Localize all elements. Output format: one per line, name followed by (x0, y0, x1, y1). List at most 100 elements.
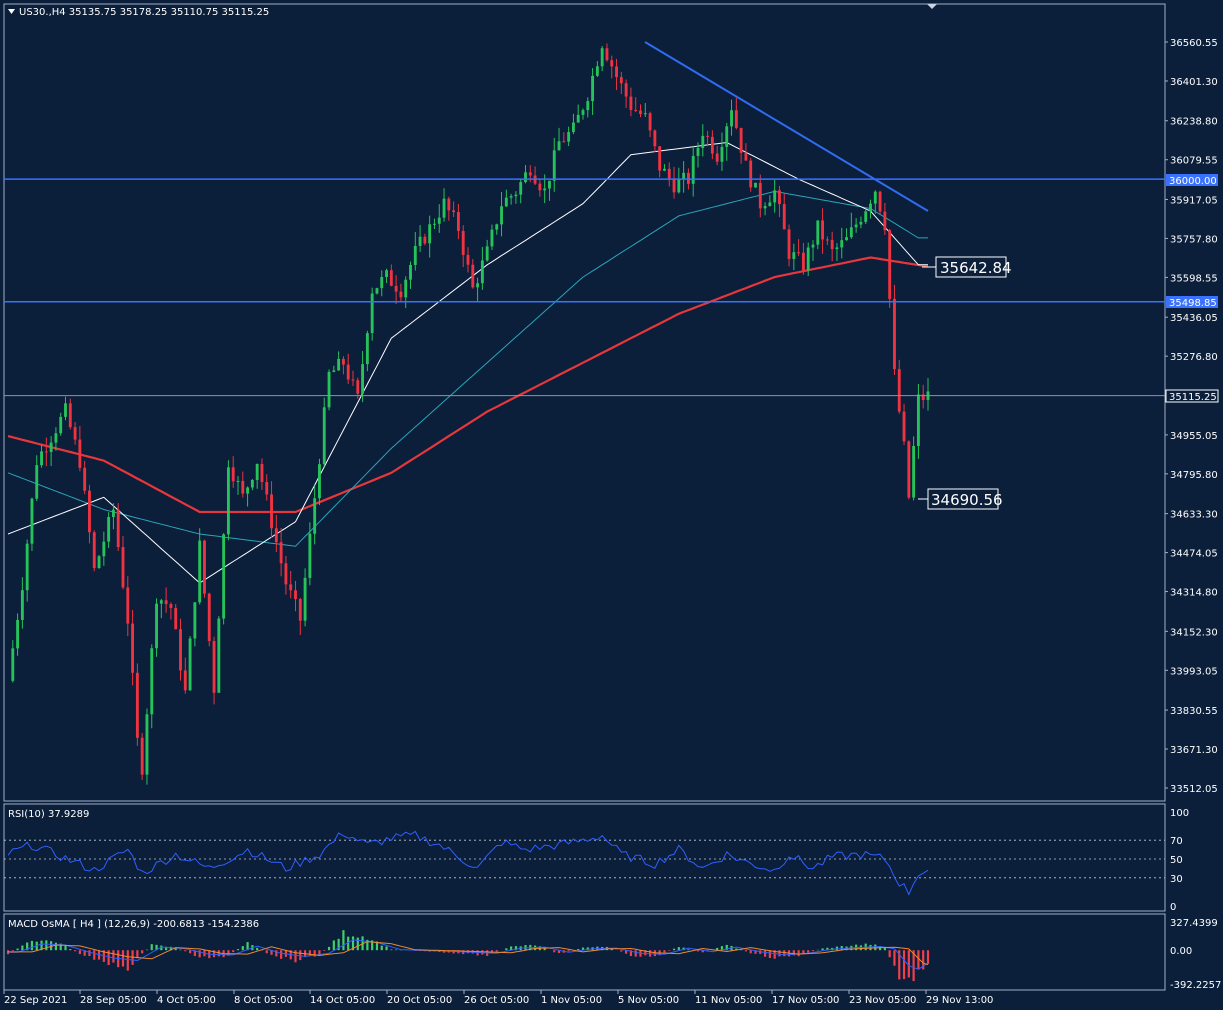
candle-body (509, 196, 513, 198)
price-axis-label: 36560.55 (1170, 38, 1218, 49)
candle-body (528, 172, 532, 176)
candle-body (341, 358, 345, 365)
candle-body (634, 109, 638, 111)
candle-body (356, 380, 360, 394)
candle-body (792, 252, 796, 259)
candle-body (710, 136, 714, 154)
candle-body (385, 270, 388, 277)
candle-body (222, 534, 226, 619)
resistance-label-box (1166, 174, 1218, 186)
macd-axis-label: -392.2257 (1170, 980, 1221, 991)
candle-body (375, 288, 379, 294)
candle-body (854, 224, 858, 228)
candle-body (639, 110, 642, 114)
candle-body (869, 203, 872, 212)
candle-body (893, 298, 896, 370)
ma-value-box (935, 256, 1007, 278)
candle-body (20, 590, 24, 620)
time-axis-label: 5 Nov 05:00 (618, 995, 679, 1006)
candle-body (610, 60, 614, 67)
candle-body (677, 178, 681, 193)
candle-body (557, 141, 561, 151)
macd-label: MACD OsMA [ H4 ] (12,26,9) -200.6813 -15… (8, 919, 259, 930)
candle-body (715, 153, 719, 162)
candle-body (179, 629, 182, 671)
time-axis-label: 14 Oct 05:00 (310, 995, 375, 1006)
candle-body (571, 122, 575, 133)
candle-body (49, 442, 53, 452)
candle-body (873, 191, 877, 204)
time-axis-label: 17 Nov 05:00 (772, 995, 839, 1006)
candle-body (500, 206, 503, 225)
candle-body (734, 110, 738, 128)
candle-body (313, 498, 317, 534)
candle-body (212, 641, 216, 693)
candle-body (145, 714, 149, 775)
candle-body (447, 198, 451, 211)
candle-body (461, 230, 465, 255)
candle-body (456, 212, 460, 231)
candle-body (298, 599, 302, 621)
candle-body (270, 494, 273, 529)
candle-body (226, 467, 230, 535)
candle-body (849, 227, 853, 238)
candle-body (361, 364, 365, 394)
candle-body (562, 141, 566, 143)
candle-body (629, 96, 633, 110)
candle-body (131, 623, 135, 673)
candle-body (88, 490, 91, 533)
resistance-label: 36000.00 (1169, 176, 1217, 187)
candle-body (835, 247, 839, 250)
candle-body (725, 126, 729, 147)
rsi-axis-label: 30 (1170, 874, 1183, 885)
candle-body (686, 172, 690, 184)
candle-body (169, 604, 173, 608)
candle-body (322, 407, 326, 465)
candle-body (64, 403, 67, 417)
candle-body (83, 467, 87, 491)
price-axis-label: 36238.80 (1170, 117, 1218, 128)
macd-axis-label: 327.4399 (1170, 918, 1218, 929)
candle-body (576, 114, 580, 123)
price-axis-label: 35276.80 (1170, 352, 1218, 363)
candle-body (552, 150, 556, 181)
candle-body (619, 77, 623, 84)
candle-body (346, 364, 350, 380)
collapse-triangle-icon[interactable] (8, 9, 15, 14)
candle-body (327, 371, 331, 408)
candle-body (30, 498, 34, 544)
candle-body (643, 113, 647, 115)
rsi-axis-label: 50 (1170, 855, 1183, 866)
candle-body (691, 155, 695, 184)
candle-body (485, 246, 489, 261)
price-axis-label: 35436.05 (1170, 313, 1218, 324)
candle-body (370, 293, 374, 334)
price-axis-label: 33993.05 (1170, 666, 1218, 677)
candle-body (514, 194, 518, 197)
shift-marker-icon[interactable] (927, 4, 937, 9)
candle-body (480, 260, 484, 284)
candle-body (150, 648, 154, 715)
candle-body (830, 239, 834, 250)
candle-body (878, 191, 882, 212)
candle-body (188, 638, 192, 691)
price-axis-label: 35917.05 (1170, 195, 1218, 206)
descending-trendline[interactable] (644, 41, 929, 212)
candle-body (207, 593, 211, 642)
candle-body (413, 245, 417, 265)
macd-signal-line (8, 941, 929, 966)
time-axis-label: 8 Oct 05:00 (234, 995, 293, 1006)
candle-body (567, 132, 571, 142)
price-axis-label: 35757.80 (1170, 234, 1218, 245)
candle-body (351, 379, 355, 381)
rsi-axis-label: 70 (1170, 836, 1183, 847)
price-axis-label: 34314.80 (1170, 588, 1218, 599)
candle-body (255, 463, 259, 480)
time-axis-label: 20 Oct 05:00 (387, 995, 452, 1006)
candle-body (816, 220, 820, 245)
candle-body (365, 333, 369, 365)
candle-body (40, 451, 43, 466)
candle-body (174, 607, 178, 630)
